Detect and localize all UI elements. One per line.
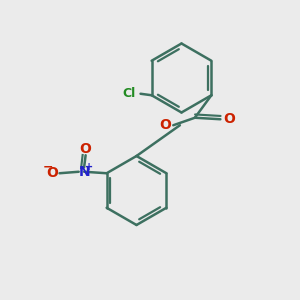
Text: N: N xyxy=(78,165,90,179)
Text: +: + xyxy=(85,162,94,172)
Text: −: − xyxy=(43,161,53,174)
Text: Cl: Cl xyxy=(123,87,136,100)
Text: O: O xyxy=(80,142,92,156)
Text: O: O xyxy=(159,118,171,132)
Text: O: O xyxy=(223,112,235,126)
Text: O: O xyxy=(46,166,58,180)
